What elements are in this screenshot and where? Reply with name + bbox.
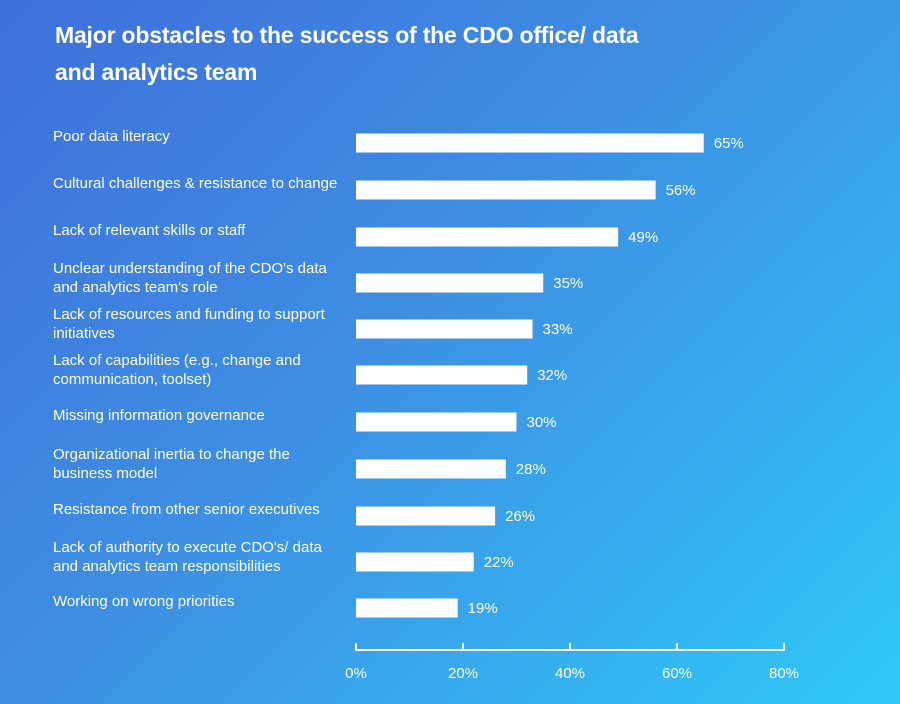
bar bbox=[356, 227, 619, 247]
x-tick-label: 40% bbox=[555, 665, 585, 682]
x-tick-label: 60% bbox=[662, 665, 692, 682]
x-tick-label: 80% bbox=[769, 665, 799, 682]
value-label: 35% bbox=[553, 275, 583, 292]
category-label: Lack of capabilities (e.g., change and co… bbox=[53, 352, 301, 388]
bar bbox=[356, 273, 544, 293]
value-label: 19% bbox=[468, 600, 498, 617]
category-labels: Poor data literacy Cultural challenges & … bbox=[53, 128, 337, 610]
category-label: Unclear understanding of the CDO's data a… bbox=[53, 260, 328, 296]
value-label: 56% bbox=[666, 182, 696, 199]
value-label: 32% bbox=[537, 367, 567, 384]
bar bbox=[356, 365, 528, 385]
value-label: 33% bbox=[543, 321, 573, 338]
bar bbox=[356, 459, 506, 479]
value-label: 26% bbox=[505, 508, 535, 525]
bar bbox=[356, 319, 533, 339]
category-label: Organizational inertia to change the busi… bbox=[53, 446, 290, 482]
bar bbox=[356, 133, 704, 153]
category-label: Lack of relevant skills or staff bbox=[53, 222, 246, 239]
value-label: 65% bbox=[714, 135, 744, 152]
bar bbox=[356, 506, 496, 526]
x-tick-label: 0% bbox=[345, 665, 367, 682]
category-label: Missing information governance bbox=[53, 407, 265, 424]
category-label: Lack of resources and funding to support… bbox=[53, 306, 326, 342]
category-label: Working on wrong priorities bbox=[53, 593, 234, 610]
bar bbox=[356, 180, 656, 200]
bar bbox=[356, 598, 458, 618]
category-label: Cultural challenges & resistance to chan… bbox=[53, 175, 337, 192]
category-label: Lack of authority to execute CDO's/ data… bbox=[53, 539, 322, 575]
bar bbox=[356, 552, 474, 572]
value-label: 28% bbox=[516, 461, 546, 478]
bar bbox=[356, 412, 517, 432]
x-tick-label: 20% bbox=[448, 665, 478, 682]
category-label: Resistance from other senior executives bbox=[53, 501, 320, 518]
category-label: Poor data literacy bbox=[53, 128, 170, 145]
x-axis: 0% 20% 40% 60% 80% bbox=[345, 643, 799, 682]
bars bbox=[356, 133, 704, 618]
value-label: 22% bbox=[484, 554, 514, 571]
value-label: 30% bbox=[527, 414, 557, 431]
value-label: 49% bbox=[628, 229, 658, 246]
value-labels: 65% 56% 49% 35% 33% 32% 30% 28% 26% 22% 19% bbox=[468, 135, 744, 617]
chart-title: Major obstacles to the success of the CD… bbox=[55, 22, 639, 85]
